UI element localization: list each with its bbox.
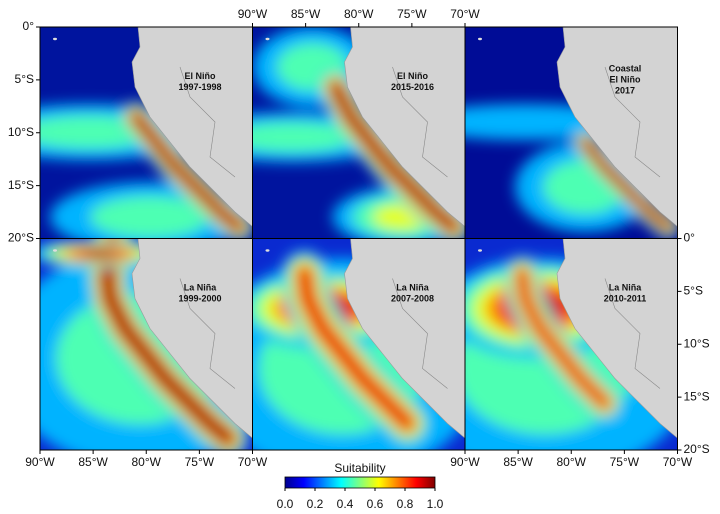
panel-label: El Niño	[610, 74, 642, 84]
panel-label: 2010-2011	[604, 293, 647, 303]
hotspot	[252, 122, 359, 152]
panel-label: 1999-2000	[178, 293, 221, 303]
border	[179, 66, 236, 178]
tick-label: 75°W	[610, 455, 640, 469]
land	[556, 238, 678, 439]
tick-label: 5°S	[15, 72, 34, 86]
tick-label: 70°W	[663, 455, 693, 469]
island	[53, 249, 57, 252]
tick-label: 80°W	[344, 7, 374, 21]
colorbar-tick-label: 0.2	[307, 497, 324, 511]
map-panel	[40, 27, 253, 239]
panel-label: El Niño	[397, 71, 429, 81]
border	[179, 278, 236, 389]
island	[265, 37, 270, 41]
land	[131, 27, 253, 227]
panel-label: 1997-1998	[178, 82, 221, 92]
island	[478, 249, 482, 252]
island	[478, 37, 482, 41]
tick-label: 75°W	[185, 455, 215, 469]
coastal-band	[517, 268, 610, 409]
panel-label: 2007-2008	[391, 293, 434, 303]
tick-label: 70°W	[450, 7, 480, 21]
coastal-band	[132, 113, 243, 231]
border	[392, 278, 448, 389]
tick-label: 20°S	[8, 231, 34, 245]
land	[344, 27, 465, 227]
coastal-band	[331, 83, 458, 231]
border	[604, 66, 661, 178]
tick-label: 90°W	[450, 455, 480, 469]
tick-label: 10°S	[8, 125, 34, 139]
tick-label: 75°W	[397, 7, 427, 21]
suitability-field	[252, 27, 465, 239]
tick-label: 90°W	[238, 7, 268, 21]
colorbar-tick-label: 0.8	[397, 497, 414, 511]
panel-label: La Niña	[609, 282, 643, 292]
land	[556, 27, 678, 227]
coastal-band	[582, 139, 671, 230]
tick-label: 15°S	[8, 178, 34, 192]
island	[265, 249, 270, 252]
colorbar-tick-label: 1.0	[427, 497, 444, 511]
colorbar-tick-label: 0.4	[337, 497, 354, 511]
suitability-field	[40, 102, 253, 239]
tick-label: 15°S	[684, 389, 710, 403]
tick-label: 0°	[23, 19, 35, 33]
tick-label: 70°W	[238, 455, 268, 469]
map-panel	[252, 238, 465, 450]
island	[53, 37, 57, 41]
panel-label: La Niña	[396, 282, 430, 292]
map-panel	[40, 238, 253, 450]
hotspot	[83, 250, 117, 257]
tick-label: 20°S	[684, 442, 710, 456]
land	[131, 238, 253, 439]
hotspot	[90, 196, 210, 238]
border	[604, 278, 661, 389]
panel-label: Coastal	[609, 63, 642, 73]
map-panel	[252, 27, 465, 239]
border	[392, 66, 448, 178]
tick-label: 85°W	[291, 7, 321, 21]
colorbar-tick-label: 0.6	[367, 497, 384, 511]
tick-label: 80°W	[557, 455, 587, 469]
tick-label: 85°W	[503, 455, 533, 469]
colorbar-tick-label: 0.0	[277, 497, 294, 511]
land	[344, 238, 465, 439]
map-panel	[465, 238, 678, 450]
map-panel	[465, 27, 678, 239]
panel-label: El Niño	[185, 71, 217, 81]
legend-title: Suitability	[334, 461, 385, 475]
coastal-band	[298, 267, 414, 430]
tick-label: 90°W	[25, 455, 55, 469]
suitability-field	[465, 256, 678, 450]
colorbar	[284, 476, 436, 489]
tick-label: 10°S	[684, 336, 710, 350]
tick-label: 5°S	[684, 284, 703, 298]
panel-label: 2015-2016	[391, 82, 434, 92]
tick-label: 85°W	[78, 455, 108, 469]
tick-label: 0°	[684, 231, 696, 245]
panel-label: 2017	[615, 85, 635, 95]
panel-label: La Niña	[184, 282, 218, 292]
tick-label: 80°W	[132, 455, 162, 469]
